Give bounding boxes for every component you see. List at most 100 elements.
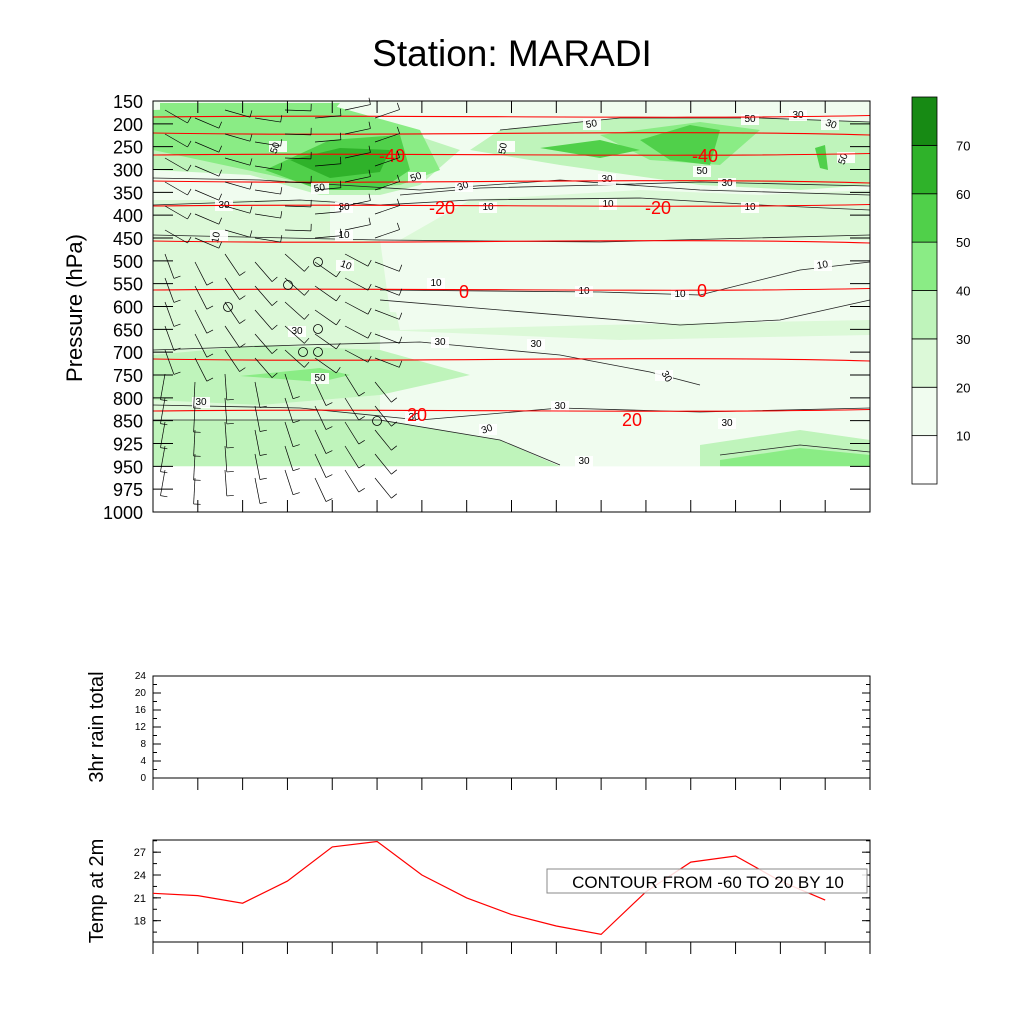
wind-barb-feather xyxy=(391,493,398,499)
temperature-line xyxy=(152,408,871,412)
contour-lines: 50 50 50 50 50 50 50 50 30 30 30 30 30 30 30 10 10 10 10 10… xyxy=(152,110,871,467)
wind-barb xyxy=(254,261,273,282)
wind-barb xyxy=(344,277,369,291)
wind-barb-feather xyxy=(368,193,371,201)
wind-barb-feather xyxy=(368,217,371,225)
wind-barb xyxy=(284,109,311,112)
wind-barb-feather xyxy=(187,236,192,244)
wind-barb-feather xyxy=(304,313,310,320)
colorbar-swatch xyxy=(911,338,938,388)
contour-label-bg xyxy=(583,119,601,130)
wind-barb xyxy=(284,373,294,399)
colorbar-swatch xyxy=(911,290,938,340)
wind-barb xyxy=(194,213,220,225)
wind-barb-feather xyxy=(292,492,300,496)
wind-barb xyxy=(314,139,341,143)
contour-label: 10 xyxy=(674,289,686,300)
wind-barb-feather xyxy=(259,477,267,480)
cross-section-panel: 50 50 50 50 50 50 50 50 30 30 30 30 30 30 30 10 10 10 10 10… xyxy=(62,92,871,523)
wind-barb-feather xyxy=(368,169,371,177)
wind-barb xyxy=(194,285,208,310)
wind-barb xyxy=(374,333,400,344)
temperature-axis: 18 21 24 27 xyxy=(134,839,871,954)
temperature-line xyxy=(152,203,871,207)
contour-line xyxy=(152,177,871,196)
contour-label-bg xyxy=(288,326,306,337)
wind-barb xyxy=(374,205,400,215)
contour-label-bg xyxy=(718,178,736,189)
shade-band xyxy=(380,330,870,467)
wind-barb xyxy=(193,477,196,504)
wind-barb xyxy=(284,397,294,423)
contour-label: 30 xyxy=(530,339,542,350)
wind-barb xyxy=(164,229,188,244)
contour-label: 30 xyxy=(456,179,471,193)
chart-title: Station: MARADI xyxy=(372,33,652,74)
wind-barb xyxy=(254,453,261,480)
temperature-contours: -40 -40 -20 -20 0 0 20 20 xyxy=(152,114,871,430)
temperature-label: 20 xyxy=(622,410,642,430)
temperature-label: 0 xyxy=(459,282,469,302)
shade-band xyxy=(153,420,560,467)
colorbar-swatch xyxy=(911,144,938,195)
wind-barb-feather xyxy=(160,495,168,498)
contour-label: 30 xyxy=(434,337,446,348)
wind-barb-feather xyxy=(280,235,283,243)
colorbar-tick-label: 30 xyxy=(956,332,970,347)
wind-barb xyxy=(284,181,311,184)
wind-barb-feather xyxy=(398,336,403,344)
temperature-line xyxy=(152,840,826,936)
wind-barb xyxy=(194,189,220,201)
temp-tick-label: 21 xyxy=(134,893,146,905)
temperature-label: -40 xyxy=(379,146,405,166)
wind-barb xyxy=(284,229,311,232)
pressure-tick-label: 250 xyxy=(113,138,143,158)
wind-barb xyxy=(284,445,294,471)
wind-barb xyxy=(374,133,400,143)
contour-label: 30 xyxy=(824,118,839,132)
colorbar-tick-label: 60 xyxy=(956,187,970,202)
contour-label: 30 xyxy=(338,202,350,213)
wind-barb xyxy=(164,325,175,351)
wind-barb-feather xyxy=(304,361,310,368)
wind-barb-feather xyxy=(304,265,310,272)
wind-barb xyxy=(284,157,311,160)
contour-label: 10 xyxy=(430,278,442,289)
rain-frame xyxy=(152,675,871,779)
wind-barb-feather xyxy=(339,156,342,164)
wind-barb xyxy=(344,200,371,207)
temperature-label: -20 xyxy=(645,198,671,218)
pressure-tick-label: 400 xyxy=(113,206,143,226)
temperature-line xyxy=(152,132,871,136)
contour-label: 10 xyxy=(482,202,494,213)
contour-label: 10 xyxy=(578,286,590,297)
contour-label-bg xyxy=(427,278,445,289)
calm-wind-circle xyxy=(313,347,323,357)
colorbar-swatch xyxy=(911,241,938,291)
temperature-line xyxy=(152,114,871,118)
wind-barb-feather xyxy=(367,355,372,363)
wind-barb xyxy=(224,277,240,300)
wind-barb-feather xyxy=(398,288,403,296)
wind-barb xyxy=(374,285,400,296)
contour-label: 50 xyxy=(837,152,851,167)
colorbar-tick-label: 50 xyxy=(956,235,970,250)
contour-label-bg xyxy=(575,456,593,467)
wind-barb-feather xyxy=(339,204,342,212)
contour-label-bg xyxy=(837,152,855,163)
pressure-tick-label: 1000 xyxy=(103,503,143,523)
contour-line xyxy=(379,299,871,326)
wind-barb-feather xyxy=(259,405,267,408)
wind-barb-feather xyxy=(304,337,310,344)
contour-label-bg xyxy=(335,230,353,241)
wind-barb xyxy=(284,469,294,495)
wind-barb-feather xyxy=(398,360,403,368)
wind-barb-feather xyxy=(173,371,181,375)
wind-barb-feather xyxy=(391,421,398,427)
pressure-tick-label: 925 xyxy=(113,435,143,455)
wind-barb-feather xyxy=(325,450,333,454)
wind-barb-feather xyxy=(280,163,283,171)
pressure-tick-label: 975 xyxy=(113,480,143,500)
contour-label-bg xyxy=(718,418,736,429)
wind-barb-feather xyxy=(239,271,246,276)
